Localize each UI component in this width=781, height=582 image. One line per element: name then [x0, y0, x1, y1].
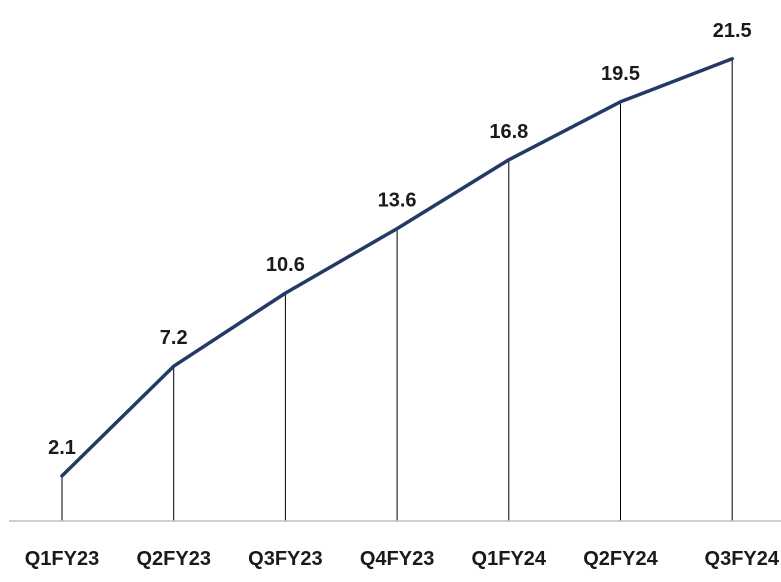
drop-lines	[61, 58, 733, 521]
data-label: 13.6	[378, 190, 417, 212]
x-axis-tick-labels: Q1FY23 Q2FY23 Q3FY23 Q4FY23 Q1FY24 Q2FY24 Q3FY…	[25, 548, 780, 570]
x-tick-label: Q3FY24	[705, 548, 780, 570]
x-tick-label: Q2FY24	[583, 548, 658, 570]
data-label: 7.2	[160, 327, 188, 349]
x-tick-label: Q1FY24	[472, 548, 547, 570]
x-tick-label: Q3FY23	[248, 548, 322, 570]
data-labels: 2.1 7.2 10.6 13.6 16.8 19.5 21.5	[48, 20, 752, 459]
data-label: 10.6	[266, 254, 305, 276]
data-label: 21.5	[713, 20, 752, 42]
data-label: 19.5	[601, 63, 640, 85]
x-tick-label: Q2FY23	[136, 548, 210, 570]
series-line	[60, 57, 734, 478]
data-label: 2.1	[48, 437, 76, 459]
x-tick-label: Q4FY23	[360, 548, 434, 570]
data-label: 16.8	[489, 121, 528, 143]
x-tick-label: Q1FY23	[25, 548, 99, 570]
